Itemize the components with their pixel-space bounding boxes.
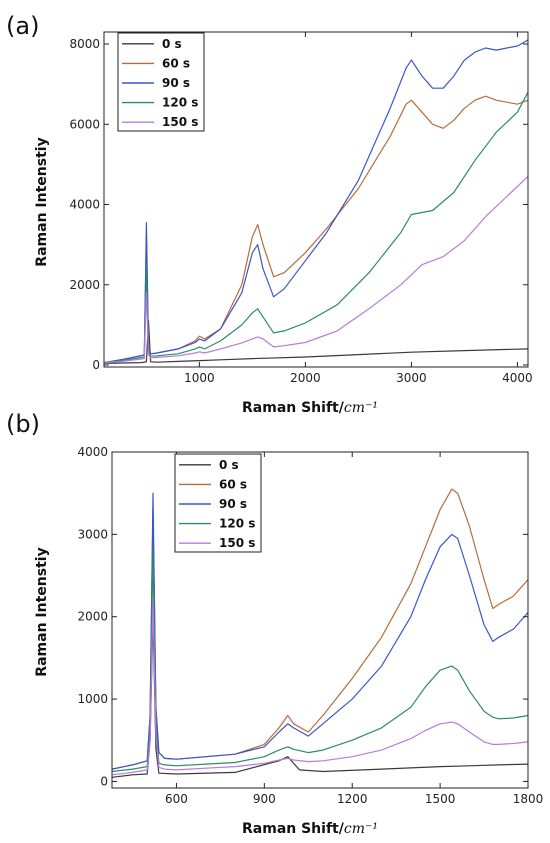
legend-entry: 90 s xyxy=(162,76,190,90)
y-tick-label: 2000 xyxy=(69,278,100,292)
series-line-0s xyxy=(103,320,529,364)
x-tick-label: 1200 xyxy=(337,792,368,806)
panel-a-xunit: cm⁻¹ xyxy=(344,400,378,416)
panel-a: (a) Raman Intenstiy Raman Shift/cm⁻¹ 100… xyxy=(6,12,533,416)
legend: 0 s 60 s 90 s 120 s 150 s xyxy=(117,32,205,132)
x-tick-label: 1500 xyxy=(425,792,456,806)
panel-a-label: (a) xyxy=(6,12,39,40)
legend-entry: 120 s xyxy=(219,517,255,531)
panel-a-plot: 1000 2000 3000 4000 0 2000 4000 6000 8000 0 s 60 s… xyxy=(69,31,533,385)
legend-box xyxy=(117,32,205,132)
x-tick-label: 1000 xyxy=(184,371,215,385)
x-tick-label: 4000 xyxy=(502,371,533,385)
panel-b-xlabel-group: Raman Shift/cm⁻¹ xyxy=(242,821,378,837)
panel-b-label: (b) xyxy=(6,410,40,438)
x-tick-label: 600 xyxy=(165,792,188,806)
series-line-60s xyxy=(111,488,529,770)
series-line-60s xyxy=(103,95,529,364)
y-tick-label: 8000 xyxy=(69,37,100,51)
legend-entry: 150 s xyxy=(162,115,198,129)
panel-b-plot: 600 900 1200 1500 1800 0 1000 2000 3000 4000 0 s 60… xyxy=(77,445,543,806)
plot-frame xyxy=(103,31,529,368)
series-line-120s xyxy=(103,91,529,364)
legend-entry: 60 s xyxy=(162,56,190,70)
series-line-90s xyxy=(111,492,529,770)
panel-a-xlabel-group: Raman Shift/cm⁻¹ xyxy=(242,400,378,416)
x-tick-label: 2000 xyxy=(290,371,321,385)
legend-entry: 0 s xyxy=(219,458,239,472)
x-tick-label: 900 xyxy=(253,792,276,806)
y-tick-label: 4000 xyxy=(69,198,100,212)
panel-b-xlabel: Raman Shift/ xyxy=(242,821,345,837)
panel-b-ylabel: Raman Intenstiy xyxy=(34,547,50,676)
x-tick-label: 3000 xyxy=(396,371,427,385)
legend-entry: 60 s xyxy=(219,477,247,491)
legend-box xyxy=(174,453,262,553)
y-tick-label: 3000 xyxy=(77,527,108,541)
y-tick-label: 0 xyxy=(92,358,100,372)
series-line-120s xyxy=(111,550,529,773)
legend-entry: 120 s xyxy=(162,96,198,110)
x-tick-label: 1800 xyxy=(513,792,544,806)
legend-entry: 0 s xyxy=(162,37,182,51)
y-tick-label: 0 xyxy=(100,774,108,788)
legend-entry: 90 s xyxy=(219,497,247,511)
series-line-150s xyxy=(111,599,529,776)
y-tick-label: 6000 xyxy=(69,117,100,131)
panel-a-xlabel: Raman Shift/ xyxy=(242,400,345,416)
panel-a-ylabel: Raman Intenstiy xyxy=(34,137,50,266)
legend-entry: 150 s xyxy=(219,536,255,550)
legend: 0 s 60 s 90 s 120 s 150 s xyxy=(174,453,262,553)
panel-b-xunit: cm⁻¹ xyxy=(344,821,378,837)
plot-frame xyxy=(111,451,529,789)
panel-b: (b) Raman Intenstiy Raman Shift/cm⁻¹ 600… xyxy=(6,410,543,837)
series-line-90s xyxy=(103,39,529,364)
y-tick-label: 2000 xyxy=(77,610,108,624)
series-line-0s xyxy=(111,616,529,778)
series-line-150s xyxy=(103,175,529,364)
y-tick-label: 1000 xyxy=(77,692,108,706)
y-tick-label: 4000 xyxy=(77,445,108,459)
